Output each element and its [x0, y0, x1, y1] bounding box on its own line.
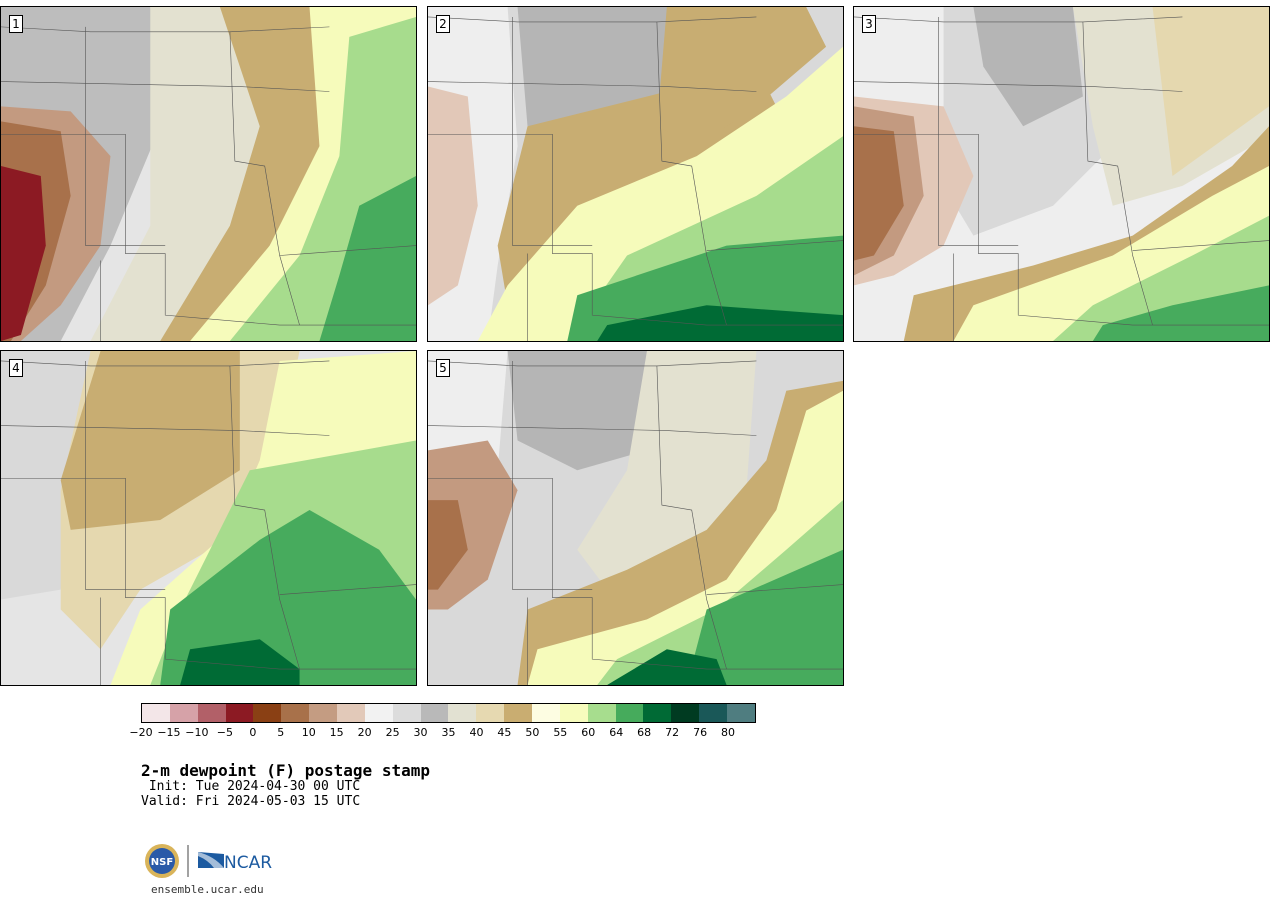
colorbar-swatch — [420, 704, 449, 722]
colorbar-tick-label: −15 — [157, 726, 181, 739]
map-panel-2: 2 — [427, 6, 844, 342]
colorbar-tick-label: 80 — [721, 726, 736, 739]
svg-text:NSF: NSF — [151, 857, 173, 868]
nsf-ncar-logo: NSF NCAR — [145, 844, 272, 878]
colorbar-tick-label: 0 — [249, 726, 257, 739]
colorbar-tick-label: −20 — [129, 726, 153, 739]
dewpoint-map-1 — [1, 7, 416, 341]
colorbar-swatch — [225, 704, 254, 722]
init-time: Init: Tue 2024-04-30 00 UTC — [141, 779, 361, 794]
colorbar-tick-label: 60 — [581, 726, 596, 739]
colorbar-swatch — [337, 704, 365, 722]
dewpoint-map-3 — [854, 7, 1269, 341]
colorbar-tick-label: −10 — [185, 726, 209, 739]
colorbar-swatch — [364, 704, 393, 722]
panel-number-4: 4 — [9, 359, 23, 377]
svg-text:NCAR: NCAR — [224, 853, 272, 873]
nsf-logo-icon: NSF — [145, 844, 179, 878]
colorbar-tick-label: 55 — [553, 726, 568, 739]
colorbar-tick-label: −5 — [216, 726, 233, 739]
panel-number-5: 5 — [436, 359, 450, 377]
panel-number-3: 3 — [862, 15, 876, 33]
colorbar-tick-label: 25 — [385, 726, 400, 739]
colorbar-tick-label: 20 — [357, 726, 372, 739]
colorbar-swatch — [281, 704, 310, 722]
colorbar-swatch — [392, 704, 421, 722]
colorbar-tick-label: 50 — [525, 726, 540, 739]
colorbar-tick-label: 68 — [637, 726, 652, 739]
colorbar-tick-label: 35 — [441, 726, 456, 739]
map-panel-3: 3 — [853, 6, 1270, 342]
map-panel-4: 4 — [0, 350, 417, 686]
colorbar-tick-label: 76 — [693, 726, 708, 739]
colorbar-tick-label: 45 — [497, 726, 512, 739]
panel-number-1: 1 — [9, 15, 23, 33]
colorbar-swatch — [559, 704, 588, 722]
colorbar-swatch — [587, 704, 616, 722]
colorbar-swatch — [671, 704, 700, 722]
colorbar-swatch — [504, 704, 533, 722]
panel-number-2: 2 — [436, 15, 450, 33]
colorbar-swatch — [476, 704, 505, 722]
logos: NSF NCAR — [144, 842, 274, 880]
colorbar-tick-label: 15 — [329, 726, 344, 739]
colorbar-swatch — [253, 704, 282, 722]
colorbar-tick-label: 64 — [609, 726, 624, 739]
map-panel-1: 1 — [0, 6, 417, 342]
colorbar-tick-label: 72 — [665, 726, 680, 739]
colorbar-swatch — [615, 704, 644, 722]
colorbar-tick-label: 10 — [301, 726, 316, 739]
valid-time: Valid: Fri 2024-05-03 15 UTC — [141, 794, 361, 809]
colorbar-swatch — [643, 704, 672, 722]
colorbar-tick-label: 5 — [277, 726, 285, 739]
colorbar-swatch — [197, 704, 226, 722]
colorbar-swatch — [532, 704, 560, 722]
colorbar-swatch — [727, 704, 755, 722]
colorbar-swatch — [448, 704, 477, 722]
colorbar-tick-label: 40 — [469, 726, 484, 739]
chart-title: 2-m dewpoint (F) postage stamp — [141, 761, 430, 780]
colorbar — [141, 703, 756, 723]
ncar-logo-icon: NCAR — [198, 852, 272, 873]
colorbar-swatch — [309, 704, 338, 722]
site-url: ensemble.ucar.edu — [151, 883, 264, 896]
dewpoint-map-4 — [1, 351, 416, 685]
colorbar-swatch — [142, 704, 170, 722]
colorbar-tick-labels: −20 −15 −10 −5 0 5 10 15 20 25 30 35 40 45 50 55 60 64 68 7… — [129, 726, 756, 742]
colorbar-tick-label: 30 — [413, 726, 428, 739]
dewpoint-map-2 — [428, 7, 843, 341]
map-panel-5: 5 — [427, 350, 844, 686]
colorbar-swatch — [699, 704, 728, 722]
dewpoint-map-5 — [428, 351, 843, 685]
colorbar-swatch — [169, 704, 198, 722]
